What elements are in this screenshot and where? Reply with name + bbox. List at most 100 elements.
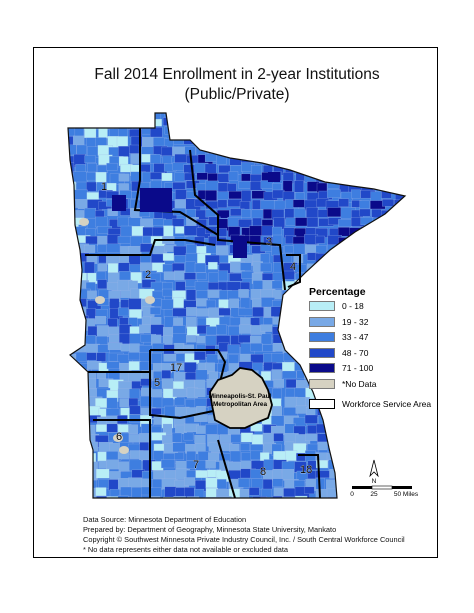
county-patch: [274, 119, 287, 128]
county-patch: [68, 425, 79, 437]
county-patch: [295, 145, 311, 155]
county-patch: [129, 144, 140, 154]
county-patch: [131, 119, 141, 129]
county-patch: [76, 144, 87, 155]
legend-label: *No Data: [342, 378, 377, 389]
county-patch: [340, 128, 352, 137]
county-choropleth: [68, 113, 418, 498]
county-patch: [327, 207, 343, 217]
county-patch: [272, 342, 284, 352]
county-patch: [139, 442, 150, 452]
county-patch: [392, 459, 404, 469]
county-patch: [162, 282, 173, 290]
county-patch: [348, 263, 364, 275]
county-patch: [271, 154, 281, 165]
county-patch: [403, 372, 405, 380]
county-patch: [328, 424, 339, 437]
county-patch: [315, 135, 330, 148]
county-patch: [383, 113, 395, 117]
county-patch: [86, 181, 97, 192]
county-patch: [338, 153, 354, 166]
legend-item: 71 - 100: [309, 362, 373, 374]
legend-swatch: [309, 301, 335, 311]
county-patch: [326, 415, 340, 425]
county-patch: [239, 488, 250, 498]
county-patch: [86, 171, 96, 181]
county-patch: [250, 113, 265, 120]
county-patch: [381, 441, 396, 452]
county-patch: [109, 298, 120, 310]
county-patch: [129, 309, 142, 319]
county-patch: [372, 271, 387, 282]
county-patch: [272, 468, 282, 481]
county-patch: [238, 478, 250, 488]
county-patch: [382, 432, 396, 441]
county-patch: [238, 119, 253, 127]
north-arrow-icon: [369, 459, 379, 478]
county-patch: [384, 344, 395, 353]
county-patch: [383, 144, 397, 153]
county-patch: [393, 451, 405, 460]
legend-label-wsa: Workforce Service Area: [342, 399, 432, 409]
county-patch: [186, 289, 196, 301]
county-patch: [183, 344, 194, 353]
county-patch: [383, 461, 394, 473]
county-patch: [197, 113, 210, 120]
county-patch: [107, 282, 119, 291]
county-patch: [186, 335, 196, 343]
county-patch: [293, 315, 308, 328]
county-patch: [283, 333, 298, 344]
county-patch: [106, 361, 120, 370]
county-patch: [372, 353, 383, 366]
county-patch: [205, 128, 217, 140]
county-patch: [68, 398, 79, 408]
county-patch: [72, 135, 85, 146]
county-patch: [73, 487, 88, 498]
county-patch: [68, 228, 74, 238]
county-patch: [285, 155, 296, 166]
county-patch: [140, 188, 172, 212]
county-patch: [359, 145, 373, 156]
county-patch: [327, 136, 342, 145]
county-patch: [194, 435, 206, 444]
county-patch: [261, 333, 272, 345]
county-patch: [140, 243, 153, 253]
county-patch: [371, 135, 382, 144]
county-patch: [329, 153, 342, 166]
wsa-boundary-5: [149, 372, 219, 420]
county-patch: [304, 414, 318, 424]
county-patch: [305, 433, 318, 442]
county-patch: [84, 113, 99, 119]
county-patch: [306, 164, 320, 175]
county-patch: [383, 217, 393, 226]
county-patch: [261, 225, 274, 236]
county-patch: [394, 289, 405, 302]
county-patch: [369, 225, 382, 238]
county-patch: [394, 361, 405, 373]
county-patch: [238, 497, 253, 498]
county-patch: [84, 127, 97, 138]
county-patch: [317, 497, 332, 498]
county-patch: [284, 298, 295, 309]
county-patch: [240, 281, 251, 291]
county-patch: [348, 415, 361, 428]
county-patch: [406, 227, 418, 238]
county-patch: [86, 352, 97, 361]
county-patch: [238, 334, 252, 343]
county-patch: [394, 117, 405, 126]
county-patch: [282, 147, 295, 156]
county-patch: [373, 450, 387, 461]
county-patch: [351, 433, 362, 446]
county-patch: [194, 262, 206, 273]
county-patch: [86, 487, 97, 498]
county-patch: [130, 153, 140, 164]
county-patch: [174, 199, 187, 209]
county-patch: [381, 271, 395, 283]
county-patch: [393, 218, 405, 230]
county-patch: [150, 496, 161, 498]
county-patch: [238, 180, 251, 189]
county-patch: [96, 165, 108, 174]
scale-segment: [392, 486, 412, 489]
county-patch: [230, 434, 241, 443]
county-patch: [197, 128, 209, 140]
